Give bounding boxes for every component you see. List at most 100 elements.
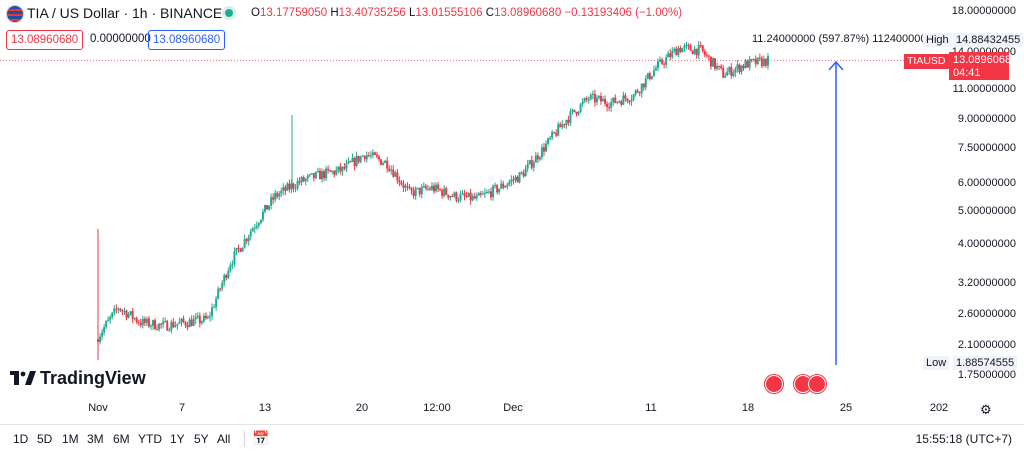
candle-body — [335, 169, 338, 175]
candle-body — [565, 119, 568, 126]
candle-body — [687, 44, 690, 46]
clock-timezone[interactable]: 15:55:18 (UTC+7) — [915, 432, 1012, 446]
candle-body — [180, 318, 183, 322]
candle-body — [475, 195, 478, 199]
price-tick-label: 3.20000000 — [957, 277, 1016, 289]
low-value: 13.01555106 — [415, 7, 483, 19]
candle-body — [496, 185, 499, 193]
candle-body — [538, 157, 541, 160]
candle-body — [516, 176, 519, 183]
timeframe-button-1d[interactable]: 1D — [13, 432, 29, 446]
candle-body — [732, 72, 735, 76]
time-tick-label: 20 — [355, 402, 369, 414]
candle-body — [589, 94, 592, 100]
candle-body — [115, 308, 118, 310]
candle-body — [471, 196, 474, 201]
timeframe-button-1m[interactable]: 1M — [62, 432, 79, 446]
time-tick-label: 202 — [929, 402, 949, 414]
candle-body — [174, 325, 177, 328]
timeframe-button-all[interactable]: All — [217, 432, 231, 446]
candle-body — [536, 155, 539, 160]
candle-body — [567, 119, 570, 123]
price-tick-label: 11.00000000 — [952, 83, 1016, 95]
candle-body — [103, 327, 106, 333]
candle-body — [428, 188, 431, 190]
gear-icon[interactable]: ⚙ — [980, 402, 992, 417]
candle-body — [622, 95, 625, 105]
symbol-title[interactable]: TIA / US Dollar · 1h · BINANCE — [27, 5, 223, 21]
buy-button[interactable]: 13.08960680 — [148, 30, 226, 50]
candle-body — [382, 163, 385, 165]
candle-body — [373, 152, 376, 155]
event-marker-icon[interactable] — [808, 375, 826, 393]
timeframe-button-3m[interactable]: 3M — [87, 432, 104, 446]
candle-body — [327, 168, 330, 171]
sell-button[interactable]: 13.08960680 — [6, 30, 84, 50]
candle-body — [563, 123, 566, 126]
candle-body — [282, 187, 285, 191]
candle-body — [577, 111, 580, 115]
candle-body — [396, 172, 399, 181]
candle-body — [724, 75, 727, 78]
candle-body — [595, 97, 598, 103]
candle-body — [259, 219, 262, 224]
candle-body — [740, 65, 743, 72]
candle-body — [514, 176, 517, 181]
candle-body — [498, 188, 501, 193]
candle-body — [249, 231, 252, 237]
candle-body — [685, 44, 688, 46]
timeframe-button-ytd[interactable]: YTD — [138, 432, 162, 446]
current-price-badge: 13.08960680 04:41 — [949, 52, 1017, 80]
candle-body — [245, 239, 248, 242]
candle-body — [699, 45, 702, 47]
candle-body — [744, 60, 747, 69]
candle-body — [231, 263, 234, 266]
price-chart[interactable] — [0, 0, 1024, 424]
time-tick-label: 18 — [741, 402, 755, 414]
candle-body — [359, 156, 362, 162]
candle-body — [671, 50, 674, 57]
candle-body — [707, 55, 710, 57]
candle-body — [357, 155, 360, 162]
candle-body — [648, 73, 651, 80]
event-marker-icon[interactable] — [765, 375, 783, 393]
toolbar-divider — [244, 431, 245, 447]
calendar-range-icon[interactable]: 📅 — [252, 430, 270, 446]
timeframe-button-6m[interactable]: 6M — [113, 432, 130, 446]
candle-body — [147, 318, 150, 327]
timeframe-button-1y[interactable]: 1Y — [170, 432, 185, 446]
candle-body — [453, 192, 456, 197]
candle-body — [492, 185, 495, 198]
low-marker-value: 1.88574555 — [953, 356, 1018, 370]
candle-body — [736, 64, 739, 69]
candle-body — [225, 275, 228, 278]
timeframe-button-5d[interactable]: 5D — [37, 432, 53, 446]
candle-body — [661, 59, 664, 64]
candle-body — [620, 101, 623, 105]
candle-body — [657, 61, 659, 68]
candle-body — [557, 124, 560, 136]
candle-body — [424, 185, 427, 189]
candle-body — [172, 321, 175, 328]
candle-body — [659, 59, 662, 62]
candle-body — [726, 71, 729, 76]
candle-body — [597, 96, 600, 98]
candle-body — [178, 321, 181, 324]
candle-body — [481, 193, 484, 195]
candle-body — [443, 188, 446, 196]
candle-body — [202, 315, 205, 322]
candle-body — [437, 184, 440, 190]
time-tick-label: Nov — [88, 402, 108, 414]
tradingview-logo[interactable]: TradingView — [10, 368, 146, 389]
candle-body — [353, 157, 356, 167]
time-tick-label: 12:00 — [423, 402, 451, 414]
candle-body — [270, 197, 273, 206]
time-tick-label: 7 — [178, 402, 186, 414]
candle-body — [665, 57, 668, 65]
timeframe-button-5y[interactable]: 5Y — [194, 432, 209, 446]
candle-body — [119, 308, 122, 311]
candle-body — [204, 315, 207, 319]
candle-body — [447, 194, 450, 198]
candle-body — [479, 193, 482, 195]
candle-body — [412, 190, 415, 197]
